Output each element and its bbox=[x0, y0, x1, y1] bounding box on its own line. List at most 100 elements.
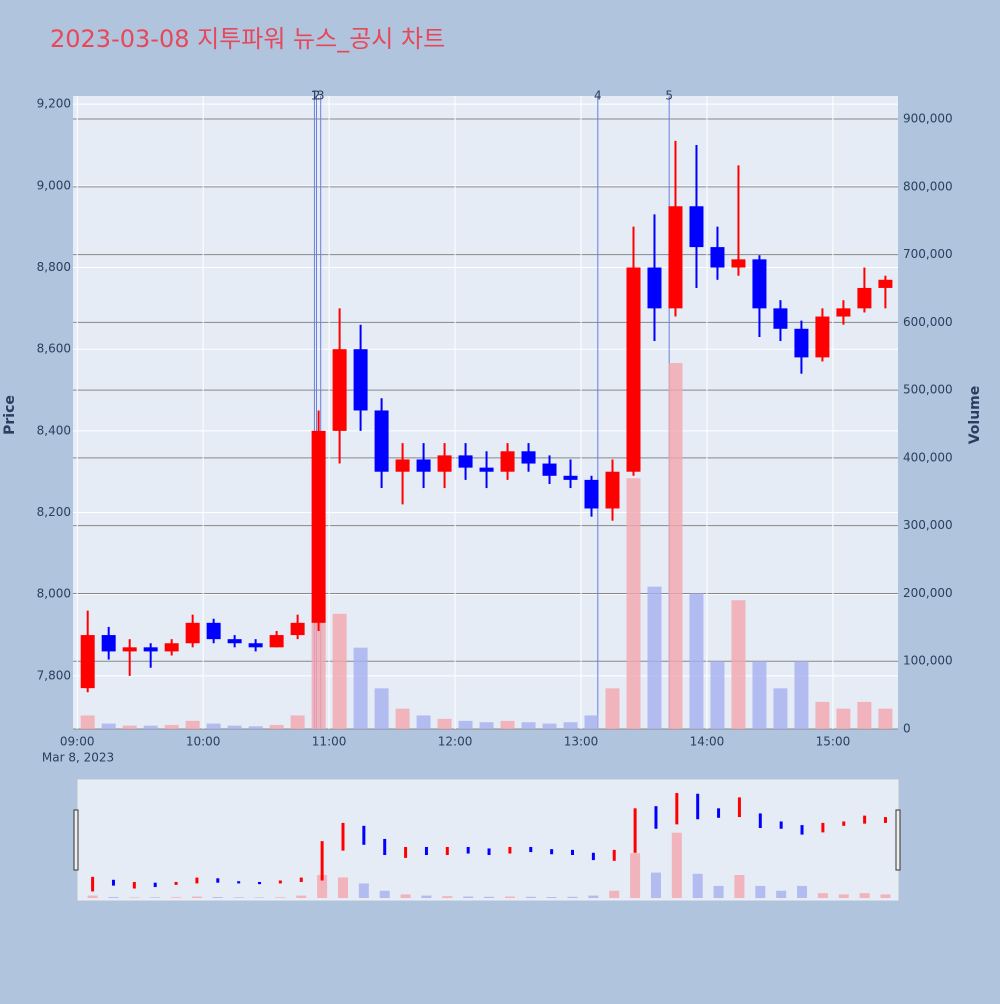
candle-body bbox=[522, 451, 536, 463]
slider-volume-bar bbox=[442, 896, 452, 898]
candle-body bbox=[626, 268, 640, 472]
volume-bar bbox=[543, 724, 557, 729]
slider-volume-bar bbox=[234, 897, 244, 898]
slider-volume-bar bbox=[129, 897, 139, 898]
candle-body bbox=[773, 308, 787, 328]
slider-volume-bar bbox=[108, 897, 118, 898]
volume-bar bbox=[773, 688, 787, 729]
slider-volume-bar bbox=[797, 886, 807, 898]
y2-tick-label: 0 bbox=[903, 722, 911, 736]
candle-body bbox=[752, 259, 766, 308]
volume-bar bbox=[689, 593, 703, 729]
slider-volume-bar bbox=[568, 897, 578, 898]
annotation-label: 5 bbox=[665, 89, 673, 103]
x-tick-label: 12:00 bbox=[438, 735, 473, 749]
candle-body bbox=[354, 349, 368, 410]
volume-bar bbox=[123, 726, 137, 729]
volume-bar bbox=[438, 719, 452, 729]
y-tick-label: 8,600 bbox=[37, 342, 71, 356]
candle-body bbox=[564, 476, 578, 480]
candle-body bbox=[710, 247, 724, 267]
candle-body bbox=[375, 410, 389, 471]
volume-bar bbox=[815, 702, 829, 729]
slider-volume-bar bbox=[734, 875, 744, 898]
candle-body bbox=[333, 349, 347, 431]
volume-bar bbox=[354, 648, 368, 729]
x-tick-label: 10:00 bbox=[186, 735, 221, 749]
range-slider bbox=[78, 780, 898, 900]
volume-bar bbox=[270, 725, 284, 729]
candle-body bbox=[165, 643, 179, 651]
volume-bar bbox=[375, 688, 389, 729]
slider-volume-bar bbox=[588, 896, 598, 898]
volume-bar bbox=[626, 478, 640, 729]
slider-volume-bar bbox=[651, 873, 661, 898]
slider-volume-bar bbox=[150, 897, 160, 898]
candle-body bbox=[794, 329, 808, 358]
volume-bar bbox=[396, 709, 410, 729]
volume-bar bbox=[501, 721, 515, 729]
y2-tick-label: 800,000 bbox=[903, 179, 953, 193]
slider-volume-bar bbox=[860, 893, 870, 898]
y2-tick-label: 200,000 bbox=[903, 586, 953, 600]
volume-bar bbox=[249, 726, 263, 729]
slider-volume-bar bbox=[818, 893, 828, 898]
y2-tick-label: 900,000 bbox=[903, 112, 953, 126]
candle-body bbox=[249, 643, 263, 647]
y2-tick-label: 400,000 bbox=[903, 450, 953, 464]
y2-tick-label: 300,000 bbox=[903, 518, 953, 532]
volume-bar bbox=[606, 688, 620, 729]
slider-volume-bar bbox=[359, 883, 369, 898]
y-tick-label: 9,000 bbox=[37, 178, 71, 192]
candle-body bbox=[438, 455, 452, 471]
chart-title: 2023-03-08 지투파워 뉴스_공시 차트 bbox=[50, 25, 445, 53]
slider-volume-bar bbox=[296, 896, 306, 898]
candle-body bbox=[459, 455, 473, 467]
volume-bar bbox=[144, 726, 158, 729]
slider-volume-bar bbox=[484, 897, 494, 898]
candle-body bbox=[836, 308, 850, 316]
candle-body bbox=[291, 623, 305, 635]
candle-body bbox=[647, 268, 661, 309]
candle-body bbox=[81, 635, 95, 688]
slider-volume-bar bbox=[839, 894, 849, 898]
y2-tick-label: 600,000 bbox=[903, 315, 953, 329]
volume-bar bbox=[417, 715, 431, 729]
y-tick-label: 8,000 bbox=[37, 587, 71, 601]
slider-volume-bar bbox=[505, 897, 515, 898]
volume-bar bbox=[878, 709, 892, 729]
volume-bar bbox=[731, 600, 745, 729]
range-handle[interactable] bbox=[896, 810, 900, 870]
slider-volume-bar bbox=[338, 877, 348, 898]
volume-bar bbox=[81, 715, 95, 729]
slider-volume-bar bbox=[755, 886, 765, 898]
y2-tick-label: 700,000 bbox=[903, 247, 953, 261]
volume-bar bbox=[710, 661, 724, 729]
volume-bar bbox=[228, 726, 242, 729]
slider-volume-bar bbox=[526, 897, 536, 898]
range-handle[interactable] bbox=[74, 810, 78, 870]
slider-volume-bar bbox=[171, 897, 181, 898]
volume-bar bbox=[668, 363, 682, 729]
x-tick-label: 13:00 bbox=[564, 735, 599, 749]
y-axis-title: Price bbox=[2, 395, 18, 435]
slider-volume-bar bbox=[776, 891, 786, 898]
volume-bar bbox=[647, 587, 661, 729]
volume-bar bbox=[836, 709, 850, 729]
candle-body bbox=[207, 623, 221, 639]
candle-body bbox=[878, 280, 892, 288]
x-tick-label: 09:00 bbox=[60, 735, 95, 749]
x-tick-label: 14:00 bbox=[690, 735, 725, 749]
candle-body bbox=[606, 472, 620, 509]
slider-volume-bar bbox=[421, 896, 431, 898]
candle-body bbox=[815, 317, 829, 358]
slider-volume-bar bbox=[547, 897, 557, 898]
volume-bar bbox=[207, 724, 221, 729]
x-tick-label: 11:00 bbox=[312, 735, 347, 749]
candle-body bbox=[480, 468, 494, 472]
candle-body bbox=[270, 635, 284, 647]
slider-volume-bar bbox=[401, 894, 411, 898]
candle-body bbox=[417, 459, 431, 471]
candle-body bbox=[123, 647, 137, 651]
y2-tick-label: 100,000 bbox=[903, 654, 953, 668]
